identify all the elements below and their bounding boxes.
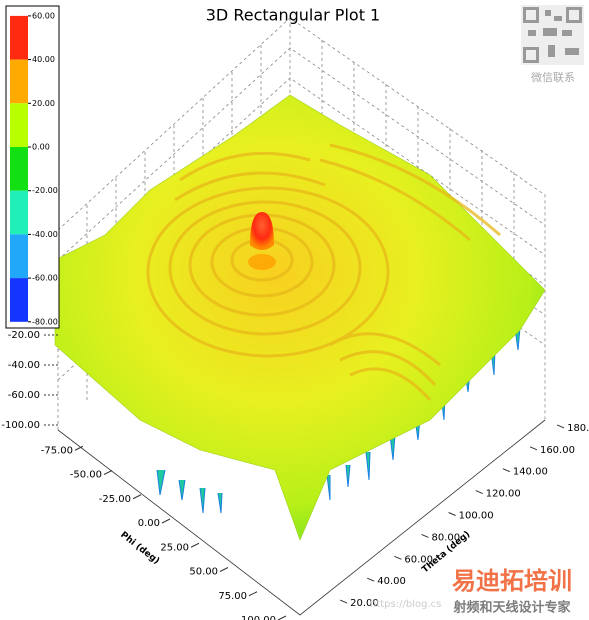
qr-code (521, 5, 584, 65)
phi-tick-label: -25.00 (99, 494, 131, 505)
theta-tick-label: 20.00 (350, 598, 379, 609)
theta-tick-label: 60.00 (404, 554, 433, 565)
colorbar-band (10, 278, 28, 322)
phi-tick-label: -50.00 (70, 470, 102, 481)
phi-tick (277, 615, 287, 620)
theta-tick (475, 490, 483, 495)
theta-tick-label: 180.00 (567, 423, 589, 434)
watermark-brand: 易迪拓培训 (452, 567, 572, 595)
colorbar-tick-label: -60.00 (32, 274, 58, 283)
theta-tick-label: 160.00 (540, 445, 575, 456)
phi-tick (219, 567, 229, 572)
z-tick-label: -20.00 (8, 330, 40, 341)
colorbar-tick-label: 0.00 (32, 143, 50, 152)
colorbar-band (10, 103, 28, 147)
phi-tick-label: -75.00 (41, 445, 73, 456)
phi-axis-label: Phi (deg) (118, 530, 161, 566)
phi-tick (161, 518, 171, 524)
colorbar: 60.00 40.00 20.00 0.00 -20.00 -40.00 -60.00 -80… (10, 11, 58, 326)
colorbar-tick-label: -20.00 (32, 186, 58, 195)
z-tick-label: -40.00 (8, 360, 40, 371)
chart-title: 3D Rectangular Plot 1 (206, 6, 380, 25)
colorbar-tick-label: 20.00 (32, 99, 55, 108)
theta-tick (448, 512, 456, 516)
phi-tick-label: 100.00 (241, 615, 276, 620)
colorbar-band (10, 190, 28, 235)
phi-tick-label: 75.00 (218, 591, 247, 602)
colorbar-tick-label: -40.00 (32, 230, 58, 239)
watermark-contact: 微信联系 (531, 70, 575, 84)
colorbar-band (10, 234, 28, 279)
theta-tick-label: 100.00 (459, 511, 494, 522)
phi-tick (248, 591, 258, 597)
watermark-url: https://blog.cs (370, 599, 441, 610)
colorbar-band (10, 59, 28, 104)
phi-tick (103, 470, 113, 475)
theta-tick (529, 446, 538, 451)
phi-tick-label: 0.00 (138, 518, 160, 529)
theta-tick (367, 577, 375, 582)
colorbar-band (10, 15, 28, 60)
theta-tick (394, 555, 402, 560)
theta-tick-label: 120.00 (486, 489, 521, 500)
theta-tick (421, 533, 429, 538)
colorbar-band (10, 147, 28, 191)
theta-tick (339, 599, 348, 604)
phi-tick-label: 25.00 (160, 542, 189, 553)
phi-tick (74, 445, 84, 451)
theta-tick (502, 468, 511, 473)
theta-tick (556, 424, 565, 429)
axes: -20.00 -40.00 -60.00 -100.00 -75.00 -50.00 -25… (1, 330, 589, 620)
surface (54, 94, 546, 541)
z-tick-label: -60.00 (8, 390, 40, 401)
theta-tick-label: 80.00 (431, 532, 460, 543)
theta-tick-label: 40.00 (377, 576, 406, 587)
theta-tick-label: 140.00 (513, 467, 548, 478)
phi-tick (190, 542, 200, 548)
z-tick-label: -100.00 (1, 420, 40, 431)
colorbar-tick-label: -80.00 (32, 317, 58, 326)
colorbar-tick-label: 60.00 (32, 11, 55, 20)
phi-tick (132, 494, 142, 500)
phi-tick-label: 50.00 (189, 567, 218, 578)
watermark-slogan: 射频和天线设计专家 (452, 600, 571, 616)
colorbar-tick-label: 40.00 (32, 55, 55, 64)
